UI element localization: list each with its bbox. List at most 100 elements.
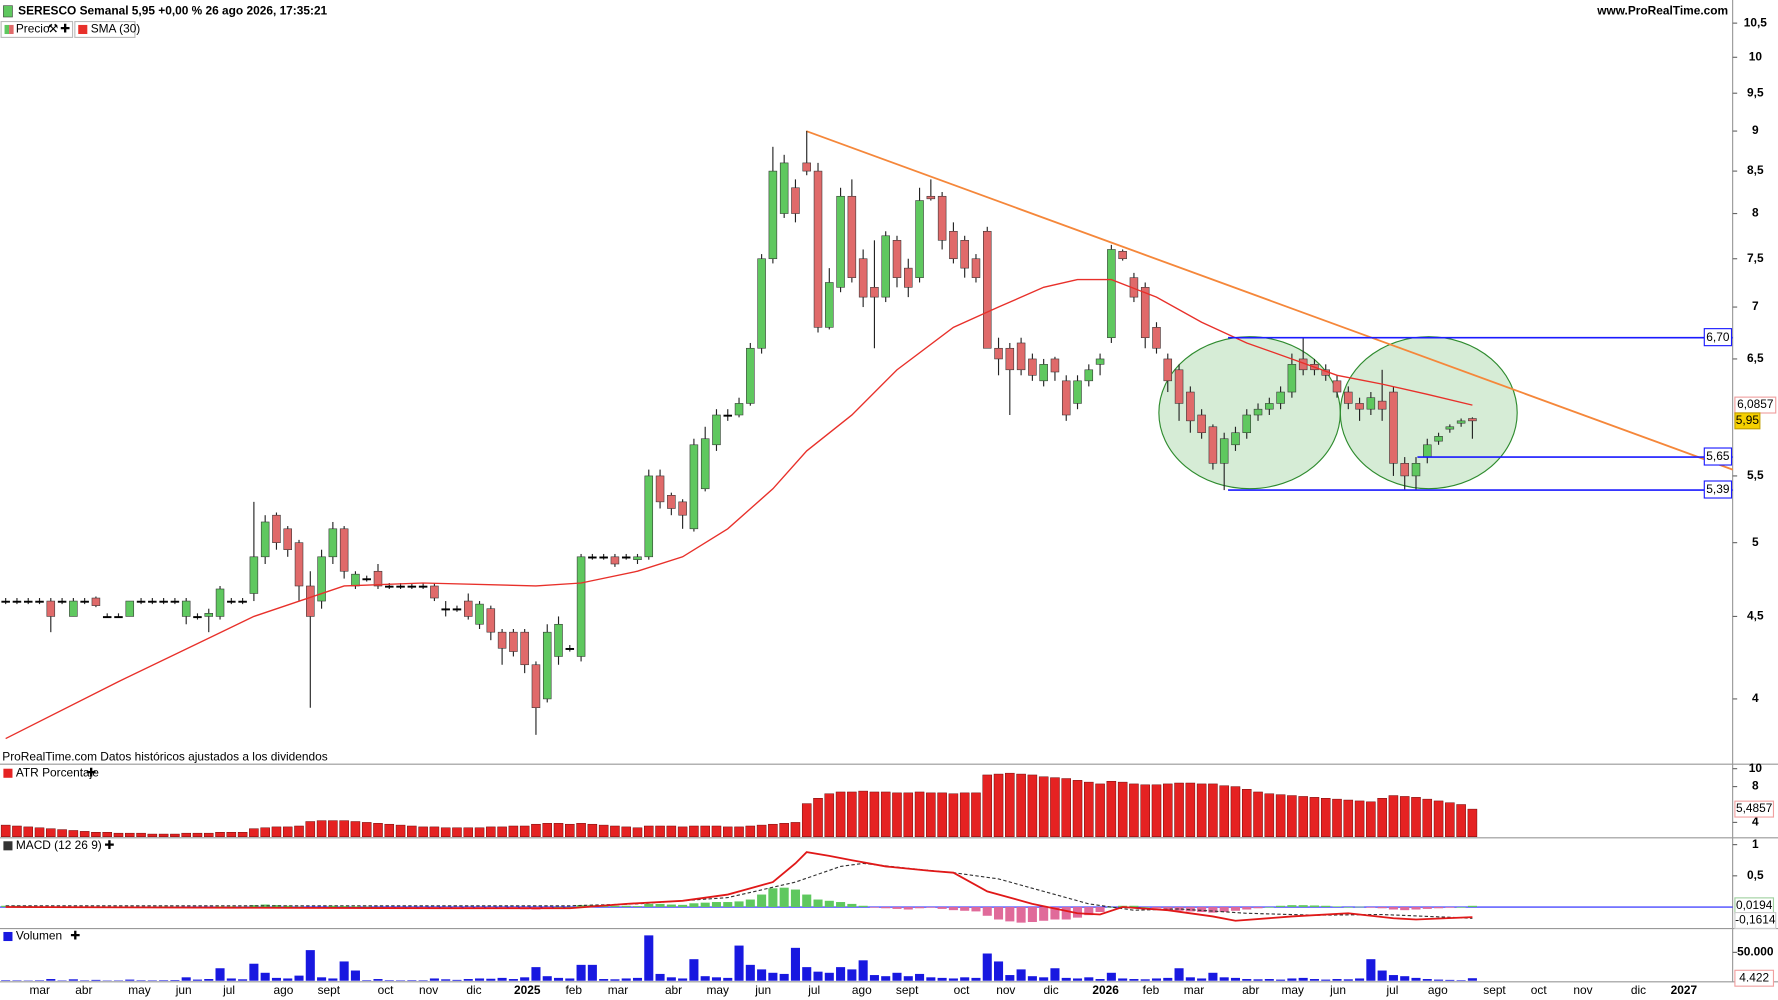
histogram-bar (1456, 907, 1466, 908)
bar (734, 945, 744, 981)
bar (926, 977, 936, 981)
bar (1095, 783, 1105, 837)
legend-wrench[interactable]: ⚒ (48, 22, 59, 36)
candle-body (1242, 414, 1252, 434)
histogram-bar (260, 904, 270, 908)
bar (497, 977, 507, 981)
candle-body (1084, 369, 1094, 382)
bar (136, 832, 146, 837)
histogram-bar (565, 907, 575, 908)
histogram-bar (1298, 905, 1308, 908)
x-tick-label: jun (754, 983, 771, 997)
histogram-bar (1072, 907, 1083, 918)
bar (294, 825, 304, 837)
bar (249, 963, 259, 981)
candle-body (542, 631, 552, 700)
bar (632, 827, 643, 837)
bar (666, 825, 677, 837)
bar (395, 824, 406, 837)
candle-body (554, 623, 563, 657)
candle-body (1016, 342, 1026, 371)
macd-line (5, 851, 1473, 922)
histogram-bar (1422, 907, 1432, 909)
histogram-bar (249, 905, 259, 908)
bar (1388, 975, 1398, 981)
histogram-bar (328, 905, 338, 908)
bar (745, 825, 756, 837)
value-tag (1734, 412, 1761, 430)
bar (316, 820, 327, 837)
histogram-bar (881, 907, 891, 909)
bar (880, 791, 891, 837)
candle-body (825, 282, 834, 328)
bar (1253, 791, 1263, 837)
bar (948, 978, 958, 981)
x-tick-label: ago (274, 983, 294, 997)
histogram-bar (1016, 907, 1026, 923)
legend-box[interactable] (0, 20, 74, 38)
bar (700, 825, 710, 837)
bar (1039, 977, 1049, 981)
bar (215, 968, 225, 981)
histogram-bar (553, 907, 564, 908)
bar (644, 935, 654, 981)
histogram-bar (362, 906, 372, 908)
panel-plus[interactable]: ✚ (86, 765, 96, 779)
bar (1241, 789, 1252, 837)
header-source[interactable]: www.ProRealTime.com (1596, 3, 1728, 17)
histogram-bar (926, 907, 936, 908)
candle-body (1, 600, 10, 603)
bar (1196, 783, 1207, 837)
bar (1377, 970, 1387, 981)
bar (711, 825, 722, 837)
bar (655, 973, 665, 981)
candle-body (1028, 358, 1037, 376)
candle-body (983, 230, 992, 349)
candle-body (1174, 369, 1184, 404)
bar (204, 979, 214, 981)
bar (768, 972, 778, 981)
x-tick-label: ago (852, 983, 872, 997)
y-tick-label: 7 (1752, 299, 1759, 313)
candle-body (373, 570, 383, 587)
candle-body (80, 600, 89, 603)
header-icon (3, 5, 13, 18)
bar (282, 826, 293, 837)
candle-body (802, 162, 811, 172)
bar (147, 833, 158, 837)
candle-body (1208, 426, 1218, 464)
histogram-bar (1185, 907, 1195, 912)
candle-body (599, 556, 608, 559)
candle-body (1287, 364, 1297, 393)
bar (181, 977, 191, 981)
y-tick-label: 4 (1752, 691, 1759, 705)
histogram-bar (768, 888, 778, 908)
x-tick-label: jun (175, 983, 192, 997)
histogram-bar (700, 902, 710, 908)
histogram-bar (1321, 905, 1331, 908)
bar (1050, 968, 1060, 981)
bar (1467, 978, 1477, 981)
bar (587, 823, 598, 837)
bar (892, 792, 902, 837)
bar (1287, 978, 1297, 981)
candle-body (678, 501, 687, 516)
candle-body (475, 603, 484, 625)
bar (858, 960, 868, 981)
candle-body (102, 616, 112, 619)
panel-plus[interactable]: ✚ (104, 838, 114, 852)
legend-box[interactable] (74, 20, 136, 38)
histogram-bar (610, 905, 620, 908)
panel-plus[interactable]: ✚ (70, 929, 80, 943)
value-tag-label: 5,95 (1736, 413, 1760, 427)
bar (858, 790, 868, 837)
candle-body (283, 528, 292, 550)
legend-plus[interactable]: ✚ (60, 22, 70, 36)
bar (519, 825, 530, 837)
bar (373, 979, 383, 981)
bar (328, 820, 338, 837)
histogram-bar (1197, 907, 1207, 913)
level-tag (1703, 328, 1733, 347)
candle-body (486, 608, 496, 633)
bar (181, 832, 191, 837)
